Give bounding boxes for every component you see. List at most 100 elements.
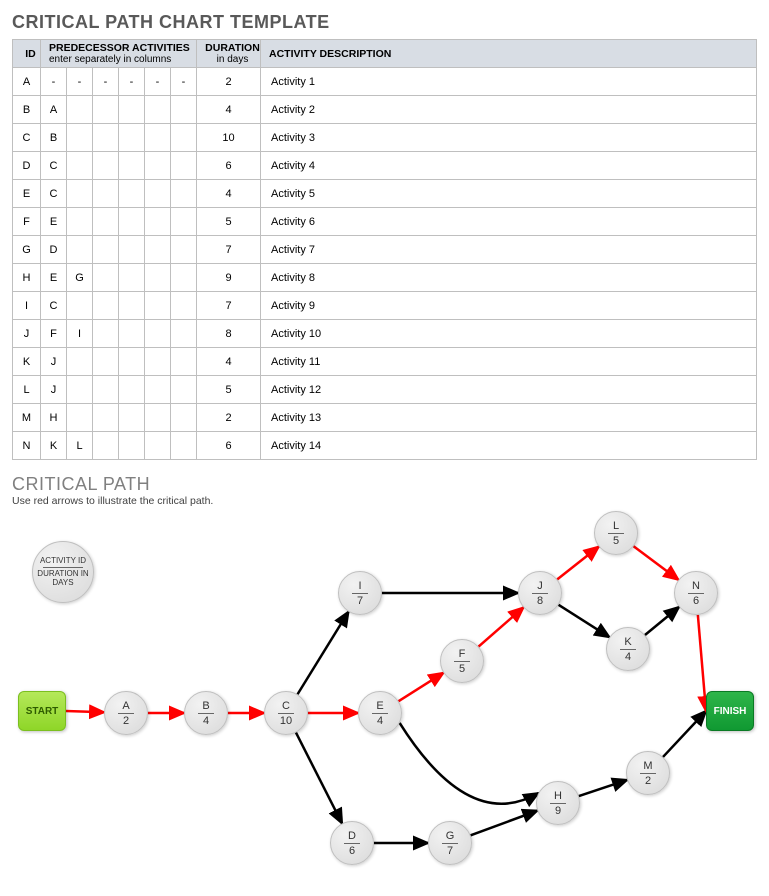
edge-N-FINISH <box>698 615 706 711</box>
cell-predecessor <box>145 264 171 292</box>
node-duration: 5 <box>459 663 465 675</box>
header-pred-label: PREDECESSOR ACTIVITIES <box>49 42 190 54</box>
cell-description: Activity 9 <box>261 292 757 320</box>
cell-duration: 5 <box>197 376 261 404</box>
header-dur-label: DURATION <box>205 42 260 54</box>
table-row: A------2Activity 1 <box>13 68 757 96</box>
node-id: B <box>202 700 209 712</box>
cell-predecessor <box>67 208 93 236</box>
table-row: KJ4Activity 11 <box>13 348 757 376</box>
cell-predecessor <box>119 348 145 376</box>
header-description: ACTIVITY DESCRIPTION <box>261 40 757 68</box>
cell-predecessor: - <box>145 68 171 96</box>
activity-node-g: G7 <box>428 821 472 865</box>
cell-predecessor <box>93 152 119 180</box>
cell-predecessor <box>93 292 119 320</box>
node-duration: 7 <box>447 845 453 857</box>
activity-node-k: K4 <box>606 627 650 671</box>
cell-description: Activity 8 <box>261 264 757 292</box>
cell-duration: 5 <box>197 208 261 236</box>
cell-predecessor: - <box>93 68 119 96</box>
cell-predecessor: A <box>41 96 67 124</box>
table-row: DC6Activity 4 <box>13 152 757 180</box>
node-duration: 2 <box>645 775 651 787</box>
node-duration: 4 <box>625 651 631 663</box>
cell-predecessor <box>145 348 171 376</box>
cell-predecessor <box>119 320 145 348</box>
table-row: JFI8Activity 10 <box>13 320 757 348</box>
activity-node-m: M2 <box>626 751 670 795</box>
cell-predecessor <box>171 348 197 376</box>
node-id: I <box>358 580 361 592</box>
node-duration: 5 <box>613 535 619 547</box>
cell-description: Activity 11 <box>261 348 757 376</box>
cell-predecessor: B <box>41 124 67 152</box>
node-duration: 7 <box>357 595 363 607</box>
cell-description: Activity 10 <box>261 320 757 348</box>
cell-duration: 4 <box>197 96 261 124</box>
node-id: M <box>643 760 652 772</box>
cell-predecessor <box>67 124 93 152</box>
node-duration: 6 <box>693 595 699 607</box>
activity-table: ID PREDECESSOR ACTIVITIES enter separate… <box>12 39 757 460</box>
edge-C-I <box>298 612 349 695</box>
cell-predecessor <box>93 236 119 264</box>
table-row: LJ5Activity 12 <box>13 376 757 404</box>
activity-node-l: L5 <box>594 511 638 555</box>
cell-predecessor <box>171 404 197 432</box>
activity-node-c: C10 <box>264 691 308 735</box>
edge-F-J <box>479 607 524 646</box>
cell-id: K <box>13 348 41 376</box>
cell-predecessor <box>145 96 171 124</box>
cell-predecessor <box>119 96 145 124</box>
critical-path-diagram: ACTIVITY IDDURATION IN DAYSSTARTFINISHA2… <box>12 511 757 881</box>
node-id: C <box>282 700 290 712</box>
cell-duration: 2 <box>197 68 261 96</box>
cell-predecessor <box>171 292 197 320</box>
cell-predecessor <box>145 124 171 152</box>
activity-node-j: J8 <box>518 571 562 615</box>
cell-predecessor <box>119 376 145 404</box>
node-id: K <box>624 636 631 648</box>
cell-predecessor <box>67 152 93 180</box>
cell-predecessor: - <box>119 68 145 96</box>
cell-id: J <box>13 320 41 348</box>
cell-id: N <box>13 432 41 460</box>
cell-predecessor <box>93 348 119 376</box>
cell-predecessor <box>145 152 171 180</box>
cell-duration: 9 <box>197 264 261 292</box>
diagram-subtitle: Use red arrows to illustrate the critica… <box>12 495 757 507</box>
edge-J-K <box>559 605 610 637</box>
cell-predecessor <box>67 292 93 320</box>
cell-predecessor: D <box>41 236 67 264</box>
node-id: A <box>122 700 129 712</box>
edge-E-F <box>399 673 444 701</box>
cell-predecessor <box>171 432 197 460</box>
cell-description: Activity 7 <box>261 236 757 264</box>
node-duration: 6 <box>349 845 355 857</box>
cell-predecessor <box>171 180 197 208</box>
header-dur-sub: in days <box>205 54 260 65</box>
cell-predecessor <box>93 404 119 432</box>
edge-START-A <box>66 711 104 712</box>
cell-id: B <box>13 96 41 124</box>
cell-predecessor <box>171 376 197 404</box>
cell-id: A <box>13 68 41 96</box>
cell-predecessor <box>93 180 119 208</box>
cell-description: Activity 13 <box>261 404 757 432</box>
header-predecessors: PREDECESSOR ACTIVITIES enter separately … <box>41 40 197 68</box>
activity-node-i: I7 <box>338 571 382 615</box>
table-row: GD7Activity 7 <box>13 236 757 264</box>
cell-description: Activity 2 <box>261 96 757 124</box>
diagram-title: CRITICAL PATH <box>12 474 757 495</box>
cell-id: F <box>13 208 41 236</box>
cell-predecessor <box>119 152 145 180</box>
node-duration: 2 <box>123 715 129 727</box>
node-duration: 8 <box>537 595 543 607</box>
edge-G-H <box>471 811 538 836</box>
cell-predecessor <box>67 96 93 124</box>
cell-predecessor <box>171 96 197 124</box>
node-duration: 4 <box>203 715 209 727</box>
cell-predecessor <box>93 124 119 152</box>
cell-predecessor <box>145 292 171 320</box>
